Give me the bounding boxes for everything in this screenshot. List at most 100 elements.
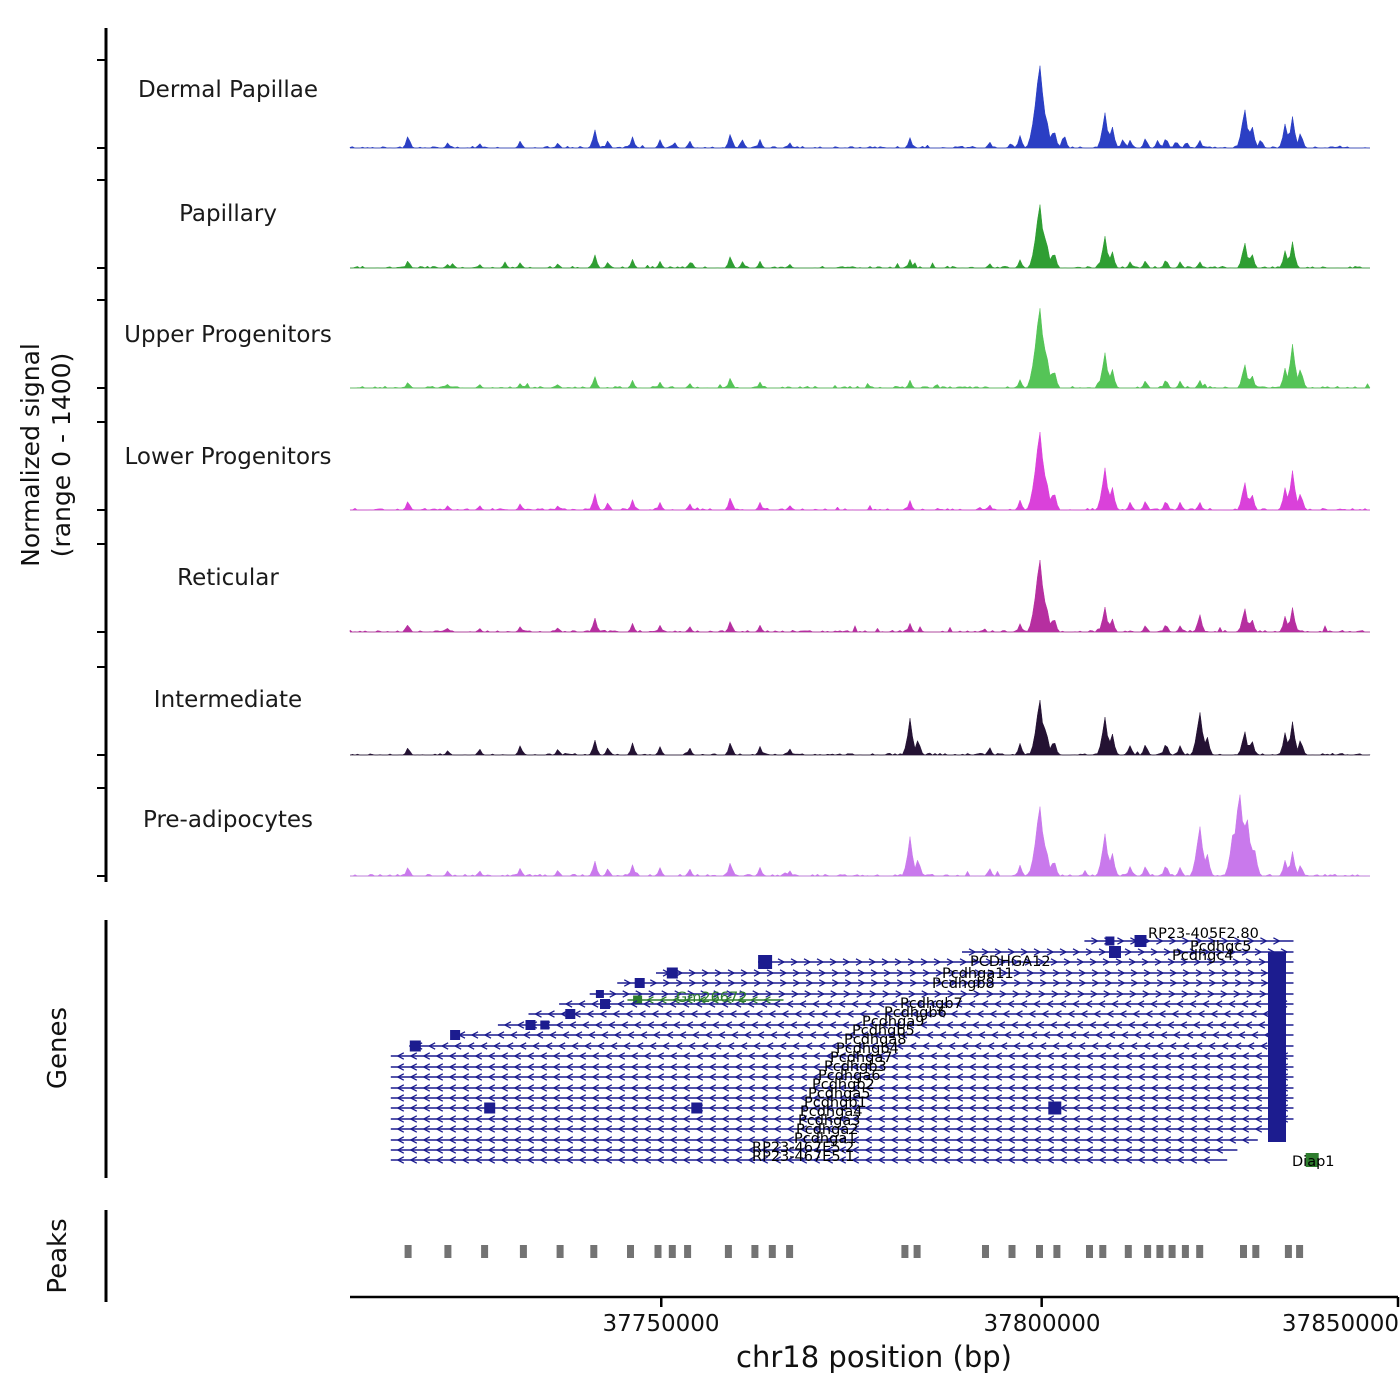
signal-area-6: [350, 794, 1370, 877]
signal-area-2: [350, 308, 1371, 389]
track-label-dermal-papillae: Dermal Papillae: [137, 77, 319, 103]
x-axis-title: chr18 position (bp): [736, 1340, 1012, 1374]
peak-mark: [1099, 1245, 1107, 1258]
gene-strand-chevrons: [396, 1094, 1289, 1102]
peak-mark: [1008, 1245, 1016, 1258]
signal-tracks: [349, 65, 1371, 877]
diap1-exon-block: [1305, 1153, 1319, 1167]
gene-name-label: Pcdhga1: [794, 1131, 856, 1147]
track-label-reticular: Reticular: [177, 565, 279, 591]
peak-mark: [724, 1245, 732, 1258]
gene-exon-block: [1048, 1101, 1062, 1115]
gene-exon-block: [450, 1030, 461, 1040]
peak-mark: [627, 1245, 634, 1258]
gene-exon-block: [1134, 935, 1147, 947]
peaks-section-label: Peaks: [43, 1218, 73, 1294]
gene-name-label: Pcdhga11: [942, 966, 1014, 982]
gene-exon-block: [540, 1020, 550, 1030]
gene-strand-chevrons: [534, 1010, 1283, 1018]
peak-mark: [654, 1245, 662, 1258]
y-axis-label-line2: (range 0 - 1400): [47, 352, 76, 558]
peak-mark: [684, 1245, 692, 1258]
gene-name-label: Pcdhga7: [830, 1050, 892, 1066]
gene-exon-block: [484, 1102, 496, 1114]
signal-area-3: [349, 431, 1370, 511]
peak-mark: [1252, 1245, 1260, 1258]
peak-mark: [556, 1245, 564, 1258]
gene-exon-block: [666, 967, 678, 979]
peak-mark: [1196, 1245, 1204, 1258]
gene-name-label: PCDHGA12: [970, 954, 1051, 970]
signal-area-0: [349, 65, 1371, 149]
x-tick-label-37800000: 37800000: [983, 1311, 1101, 1337]
peak-mark: [1053, 1245, 1061, 1258]
peak-mark: [519, 1245, 527, 1258]
signal-area-4: [349, 559, 1370, 633]
gene-name-label: Pcdhga4: [800, 1104, 862, 1120]
peak-mark: [1240, 1245, 1247, 1258]
gene-name-label: RP23-405F2.80: [1148, 926, 1259, 942]
gene-name-label: Gm26672: [676, 990, 748, 1006]
gene-tall-exon-block: [1268, 952, 1286, 1142]
gene-strand-chevrons: [396, 1136, 1250, 1144]
gene-name-label: Pcdhgc4: [1172, 948, 1234, 964]
y-axis-label-line1: Normalized signal: [15, 343, 45, 567]
gene-name-label: Diap1: [1292, 1154, 1335, 1170]
gene-strand-chevrons: [396, 1073, 1289, 1081]
gene-name-label: Pcdhgb2: [812, 1077, 875, 1093]
peak-mark: [481, 1245, 489, 1258]
gene-exon-block: [633, 995, 643, 1005]
gene-exon-block: [1109, 946, 1121, 958]
gene-name-label: Pcdhga8: [844, 1032, 906, 1048]
gene-strand-chevrons: [396, 1115, 1289, 1123]
track-label-pre-adipocytes: Pre-adipocytes: [142, 807, 314, 833]
gene-strand-chevrons: [396, 1063, 1289, 1071]
peak-mark: [751, 1245, 759, 1258]
gene-name-label: Pcdhga5: [808, 1086, 870, 1102]
x-axis: [350, 1295, 1400, 1307]
peak-mark: [590, 1245, 598, 1258]
gene-name-label: Pcdhgb1: [804, 1095, 867, 1111]
gene-exon-block: [1105, 936, 1115, 946]
peak-mark: [768, 1245, 776, 1258]
peak-mark: [444, 1245, 452, 1258]
gene-name-label: Pcdhga9: [862, 1014, 924, 1030]
peak-mark: [1144, 1245, 1152, 1258]
x-tick-label-37850000: 37850000: [1281, 1311, 1399, 1337]
gene-name-label: Pcdhgb5: [852, 1023, 915, 1039]
gene-name-label: Pcdhga2: [796, 1122, 858, 1138]
gene-name-label: Pcdhgc5: [1190, 939, 1252, 955]
gene-strand-chevrons: [396, 1052, 1289, 1060]
gene-strand-chevrons: [396, 1125, 1263, 1133]
gene-strand-chevrons: [623, 979, 1282, 987]
genes-section-label: Genes: [43, 1006, 73, 1090]
gene-exon-block: [758, 955, 773, 969]
peak-mark: [1036, 1245, 1043, 1258]
peak-mark: [786, 1245, 794, 1258]
peak-mark: [1086, 1245, 1093, 1258]
signal-area-1: [350, 204, 1370, 269]
gene-name-label: Pcdhgb7: [900, 996, 963, 1012]
peak-mark: [1181, 1245, 1189, 1258]
gene-exon-block: [691, 1102, 703, 1114]
gene-name-label: Pcdhgb4: [836, 1041, 899, 1057]
peak-mark: [901, 1245, 909, 1258]
signal-area-5: [349, 700, 1371, 756]
gene-name-label: Pcdhgb3: [824, 1059, 887, 1075]
gene-strand-chevrons: [396, 1156, 1211, 1164]
axis-brackets: [97, 28, 108, 1302]
track-label-intermediate: Intermediate: [153, 687, 303, 713]
gene-name-label: Pcdhga3: [798, 1113, 860, 1129]
gene-exon-block: [525, 1020, 536, 1030]
genes-track: RP23-405F2.80Pcdhgc5Pcdhgc4PCDHGA12Pcdhg…: [390, 926, 1335, 1170]
gene-name-label: Pcdhgb8: [932, 976, 995, 992]
peak-mark: [1284, 1245, 1292, 1258]
gene-exon-block: [409, 1040, 421, 1052]
peak-mark: [668, 1245, 676, 1258]
peak-mark: [1156, 1245, 1164, 1258]
gene-exon-block: [634, 978, 645, 988]
track-label-lower-progenitors: Lower Progenitors: [124, 444, 332, 470]
peak-mark: [1168, 1245, 1176, 1258]
